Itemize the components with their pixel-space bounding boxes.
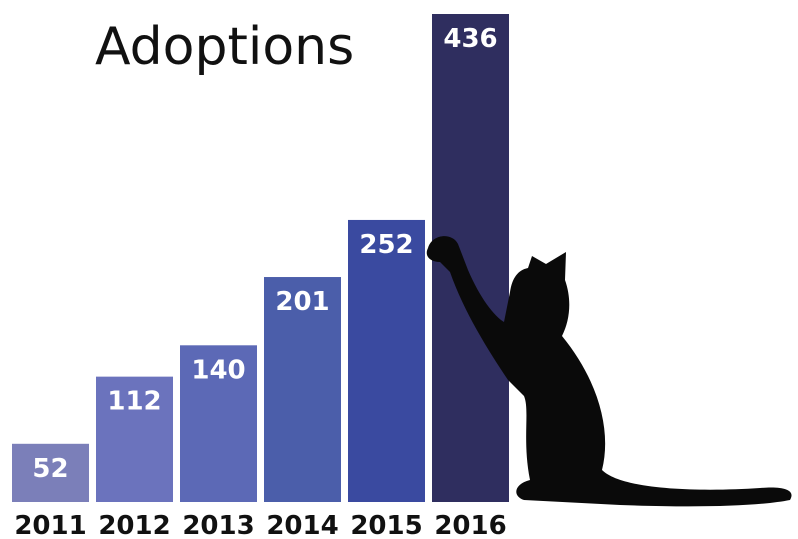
x-tick-label: 2014: [266, 511, 338, 539]
x-tick-label: 2016: [434, 511, 506, 539]
bars: 52 2011 112 2012 140 2013 201 2014 252 2015 436 201…: [12, 14, 509, 539]
chart-title: Adoptions: [95, 17, 354, 77]
value-label: 436: [443, 24, 497, 54]
x-tick-label: 2013: [182, 511, 254, 539]
value-label: 52: [32, 454, 68, 484]
bar: [348, 219, 425, 503]
value-label: 252: [359, 230, 413, 260]
bar: [264, 277, 341, 502]
bar: [96, 376, 173, 502]
bar: [180, 345, 257, 502]
x-tick-label: 2015: [350, 511, 422, 539]
value-label: 112: [107, 387, 161, 417]
bar: [12, 443, 89, 502]
value-label: 201: [275, 287, 329, 317]
x-tick-label: 2011: [14, 511, 86, 539]
cat-silhouette: [426, 236, 792, 507]
value-label: 140: [191, 355, 245, 385]
x-tick-label: 2012: [98, 511, 170, 539]
